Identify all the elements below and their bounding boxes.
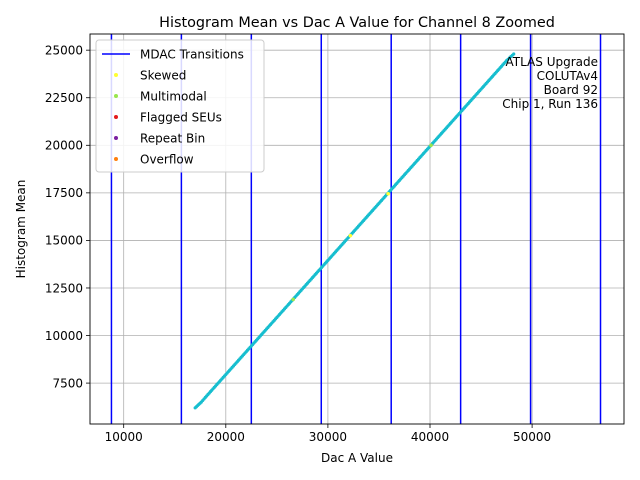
highlight-point xyxy=(348,233,353,238)
y-tick-label: 25000 xyxy=(45,43,83,57)
annotation-line: ATLAS Upgrade xyxy=(505,55,598,69)
data-points xyxy=(193,52,516,410)
y-tick-label: 17500 xyxy=(45,186,83,200)
annotation-line: COLUTAv4 xyxy=(537,69,598,83)
x-axis-ticks: 10000 20000 30000 40000 50000 xyxy=(105,424,551,444)
y-axis-label: Histogram Mean xyxy=(14,180,28,279)
legend-marker-swatch xyxy=(114,157,118,161)
y-tick-label: 15000 xyxy=(45,234,83,248)
annotation-line: Chip 1, Run 136 xyxy=(502,97,598,111)
y-tick-label: 7500 xyxy=(52,376,83,390)
x-tick-label: 10000 xyxy=(105,430,143,444)
highlight-point xyxy=(386,192,390,196)
legend-marker-swatch xyxy=(114,136,118,140)
x-axis-label: Dac A Value xyxy=(321,451,393,465)
x-tick-label: 50000 xyxy=(513,430,551,444)
annotation-line: Board 92 xyxy=(544,83,598,97)
x-tick-label: 20000 xyxy=(207,430,245,444)
plot-frame xyxy=(89,33,625,425)
y-tick-label: 20000 xyxy=(45,139,83,153)
chart-title: Histogram Mean vs Dac A Value for Channe… xyxy=(159,15,555,31)
legend-marker-swatch xyxy=(114,94,118,98)
x-tick-label: 30000 xyxy=(309,430,347,444)
legend-label: Flagged SEUs xyxy=(140,111,222,125)
legend-box xyxy=(95,39,265,173)
x-tick-label: 40000 xyxy=(411,430,449,444)
highlight-point xyxy=(429,143,433,148)
legend-label: Skewed xyxy=(140,69,186,83)
y-tick-label: 22500 xyxy=(45,91,83,105)
legend-marker-swatch xyxy=(114,73,118,77)
y-axis-ticks: 7500 10000 12500 15000 17500 20000 22500 25000 xyxy=(45,43,90,390)
highlight-point xyxy=(291,297,295,302)
legend-label: Repeat Bin xyxy=(140,132,205,146)
legend-marker-swatch xyxy=(114,115,118,119)
y-tick-label: 10000 xyxy=(45,329,83,343)
legend: MDAC Transitions Skewed Multimodal Flagged … xyxy=(95,39,265,173)
y-tick-label: 12500 xyxy=(45,281,83,295)
legend-label: Multimodal xyxy=(140,90,207,104)
data-point xyxy=(512,52,516,56)
grid xyxy=(90,34,624,424)
legend-label: Overflow xyxy=(140,153,194,167)
legend-label: MDAC Transitions xyxy=(140,48,244,62)
